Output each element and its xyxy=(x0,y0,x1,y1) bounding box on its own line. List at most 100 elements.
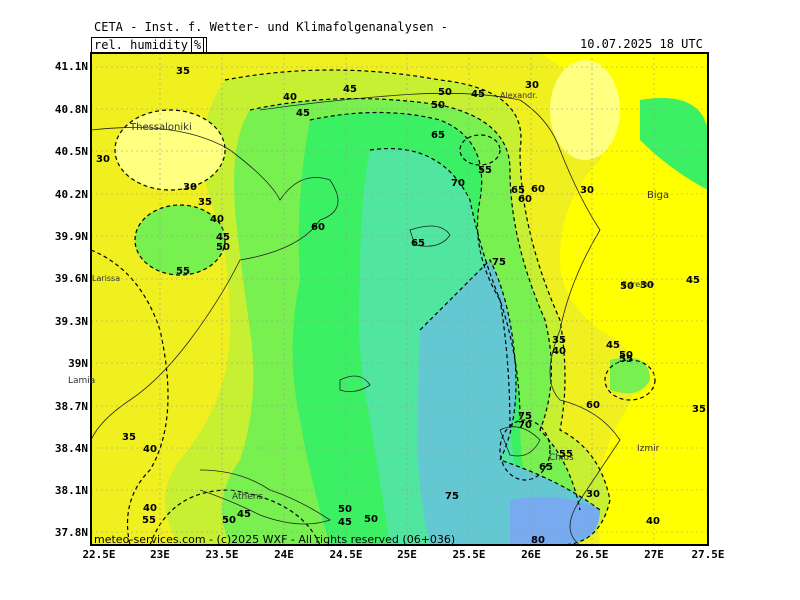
contour-label: 60 xyxy=(518,194,532,205)
island-b xyxy=(339,375,371,393)
contour-label: 65 xyxy=(411,238,425,249)
coastline-thrace xyxy=(259,92,621,545)
contour-label: 45 xyxy=(296,108,310,119)
contour-label: 65 xyxy=(511,185,525,196)
map-frame xyxy=(90,52,709,546)
contour-label: 75 xyxy=(445,491,459,502)
contour-label: 70 xyxy=(518,420,532,431)
contour-ring-c xyxy=(459,134,501,166)
map-title: CETA - Inst. f. Wetter- und Klimafolgena… xyxy=(94,20,449,34)
city-label: Chios xyxy=(549,453,574,463)
city-label: Izmir xyxy=(637,444,660,454)
lon-label: 24.5E xyxy=(329,548,363,561)
copyright-notice: meteo-services.com - (c)2025 WXF - All r… xyxy=(94,533,456,546)
lon-label: 27E xyxy=(644,548,664,561)
city-label: Athens xyxy=(232,492,264,502)
contour-75 xyxy=(419,258,601,511)
lon-label: 26E xyxy=(521,548,541,561)
contour-label: 45 xyxy=(343,84,357,95)
contour-label: 50 xyxy=(438,87,452,98)
contour-label: 50 xyxy=(364,514,378,525)
variable-label: rel. humidity% xyxy=(91,37,208,53)
contour-45 xyxy=(224,69,611,545)
contour-label: 55 xyxy=(559,449,573,460)
lon-label: 25E xyxy=(397,548,417,561)
contours xyxy=(91,69,656,545)
contour-label: 50 xyxy=(619,350,633,361)
contour-label: 60 xyxy=(311,222,325,233)
contour-label: 35 xyxy=(122,432,136,443)
contour-ring-a xyxy=(114,109,226,191)
fill-north-dry xyxy=(115,110,225,190)
contour-west xyxy=(91,249,169,545)
fill-ne-dry xyxy=(550,60,620,160)
contour-labels: 35 40 45 30 30 50 50 45 65 55 60 30 45 3… xyxy=(96,66,706,546)
fill-west-moist xyxy=(135,205,225,275)
contour-label: 30 xyxy=(96,154,110,165)
contour-label: 30 xyxy=(525,80,539,91)
lat-label: 38.4N xyxy=(54,442,88,455)
lat-label: 41.1N xyxy=(54,60,88,73)
contour-ring-e xyxy=(604,359,656,401)
contour-label: 30 xyxy=(586,489,600,500)
lat-label: 38.1N xyxy=(54,484,88,497)
contour-label: 30 xyxy=(640,280,654,291)
coastlines xyxy=(91,92,621,545)
contour-label: 75 xyxy=(518,411,532,422)
lat-label: 37.8N xyxy=(54,526,88,539)
lon-label: 27.5E xyxy=(691,548,725,561)
contour-label: 40 xyxy=(552,346,566,357)
contour-label: 45 xyxy=(237,509,251,520)
lat-label: 38.7N xyxy=(54,400,88,413)
humidity-field xyxy=(91,53,708,545)
lon-label: 24E xyxy=(274,548,294,561)
contour-label: 50 xyxy=(222,515,236,526)
contour-label: 45 xyxy=(471,89,485,100)
unit-box: % xyxy=(190,37,205,53)
lon-label: 23.5E xyxy=(205,548,239,561)
city-label: Larissa xyxy=(92,274,121,283)
contour-label: 40 xyxy=(143,503,157,514)
contour-label: 55 xyxy=(142,515,156,526)
contour-label: 80 xyxy=(531,535,545,546)
fill-yellow-east xyxy=(540,53,708,545)
contour-label: 30 xyxy=(580,185,594,196)
contour-label: 55 xyxy=(176,266,190,277)
contour-ring-b xyxy=(134,204,226,276)
contour-label: 75 xyxy=(492,257,506,268)
contour-label: 60 xyxy=(586,400,600,411)
coastline-attica xyxy=(199,469,331,525)
contour-label: 40 xyxy=(143,444,157,455)
contour-label: 40 xyxy=(646,516,660,527)
fill-east-blob xyxy=(610,357,650,394)
fill-75 xyxy=(417,260,600,545)
city-label: Edremit xyxy=(622,280,654,289)
contour-label: 35 xyxy=(692,404,706,415)
lon-label: 25.5E xyxy=(452,548,486,561)
contour-label: 50 xyxy=(216,242,230,253)
contour-label: 35 xyxy=(198,197,212,208)
island-a xyxy=(409,225,451,247)
grid xyxy=(91,53,708,545)
contour-ring-d xyxy=(499,419,551,481)
lon-label: 23E xyxy=(150,548,170,561)
lat-label: 39.6N xyxy=(54,272,88,285)
contour-label: 60 xyxy=(531,184,545,195)
contour-label: 45 xyxy=(686,275,700,286)
contour-label: 65 xyxy=(539,462,553,473)
lon-label: 26.5E xyxy=(575,548,609,561)
contour-label: 65 xyxy=(431,130,445,141)
contour-55 xyxy=(249,97,581,511)
city-label: Alexandr. xyxy=(500,91,538,100)
contour-label: 55 xyxy=(619,354,633,365)
lat-label: 40.8N xyxy=(54,103,88,116)
lat-label: 40.5N xyxy=(54,145,88,158)
island-c xyxy=(499,426,541,457)
contour-label: 35 xyxy=(176,66,190,77)
lat-label: 39N xyxy=(68,357,88,370)
timestamp: 10.07.2025 18 UTC xyxy=(580,37,703,51)
contour-label: 45 xyxy=(338,517,352,528)
contour-southwest xyxy=(149,489,321,545)
fill-east-coast xyxy=(640,98,708,190)
